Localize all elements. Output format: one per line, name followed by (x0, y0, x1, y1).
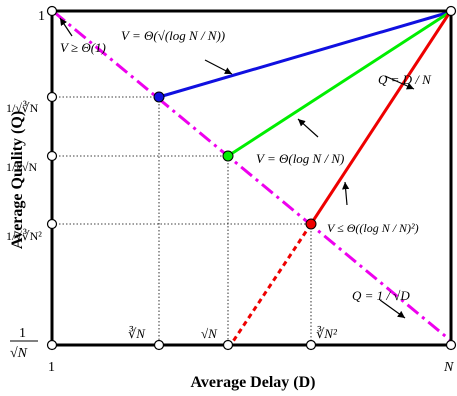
label-magenta-line: Q = 1 / √D (352, 288, 410, 303)
marker-y-inv-cbrt-n (48, 93, 57, 102)
guide-lines (52, 97, 311, 344)
label-blue-curve: V = Θ(√(log N / N)) (121, 28, 225, 43)
x-tick-origin: 1 (48, 360, 55, 375)
marker-x-cbrt-n2 (307, 341, 316, 350)
marker-x-cbrt-n (155, 341, 164, 350)
label-red-curve: V ≤ Θ((log N / N)²) (327, 221, 419, 235)
red-point (306, 219, 316, 229)
label-v-lower-bound: V ≥ Θ(1) (60, 40, 106, 55)
label-green-curve: V = Θ(log N / N) (256, 151, 344, 166)
marker-origin (48, 341, 57, 350)
blue-point (154, 92, 164, 102)
marker-x-end (447, 341, 456, 350)
label-red-line: Q = D / N (378, 72, 432, 87)
arrow-red (345, 182, 347, 205)
y-tick-bottom-num: 1 (19, 326, 26, 341)
arrow-blue (205, 60, 232, 74)
green-point (223, 151, 233, 161)
annotation-arrows (60, 18, 414, 318)
marker-y-top (48, 7, 57, 16)
marker-top-right (447, 7, 456, 16)
arrow-v-lower (60, 18, 72, 36)
red-dashed-extension (230, 224, 311, 346)
marker-x-sqrt-n (224, 341, 233, 350)
x-tick-cbrt-n: ∛N (128, 326, 146, 341)
marker-y-inv-cbrt-n2 (48, 220, 57, 229)
marker-y-inv-sqrt-n (48, 152, 57, 161)
red-curve (311, 12, 450, 224)
x-tick-cbrt-n2: ∛N² (316, 326, 338, 341)
x-tick-end: N (443, 360, 454, 375)
y-axis-title: Average Quality (Q) (9, 111, 26, 249)
y-tick-bottom-den: √N (10, 346, 28, 361)
x-tick-sqrt-n: √N (201, 326, 218, 341)
x-axis-title: Average Delay (D) (191, 374, 316, 391)
arrow-green (298, 119, 318, 137)
y-tick-top: 1 (38, 9, 45, 24)
